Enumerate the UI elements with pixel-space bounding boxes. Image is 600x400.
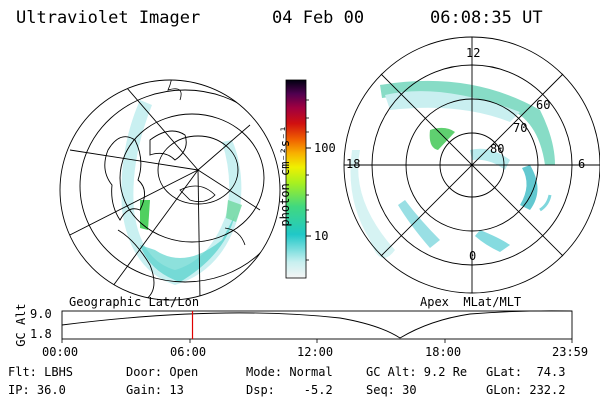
app-title: Ultraviolet Imager [16,8,201,28]
mlt-label-18: 18 [346,157,361,171]
status-mode: Mode: Normal [246,365,333,379]
timeline-xtick-1200: 12:00 [297,345,334,359]
status-gc-alt: GC Alt: 9.2 Re [366,365,468,379]
mlat-label-70: 70 [513,121,528,135]
image-time: 06:08:35 UT [430,8,543,28]
timeline-ytick-max: 9.0 [30,307,52,321]
timeline-xtick-2359: 23:59 [552,345,589,359]
right-panel-caption: Apex MLat/MLT [420,295,522,309]
geographic-map [59,79,281,301]
image-date: 04 Feb 00 [272,8,365,28]
colorbar-tick-100: 100 [314,141,336,155]
mlt-label-12: 12 [466,46,481,60]
mlt-label-0: 0 [469,249,477,263]
timeline-xtick-0600: 06:00 [170,345,207,359]
status-door: Door: Open [126,365,199,379]
status-ip: IP: 36.0 [8,383,66,397]
status-seq: Seq: 30 [366,383,417,397]
timeline-xtick-1800: 18:00 [425,345,462,359]
status-glon: GLon: 232.2 [486,383,566,397]
status-dsp: Dsp: -5.2 [246,383,333,397]
colorbar-unit-label: photon cm⁻²s⁻¹ [278,125,292,227]
timeline-xtick-0000: 00:00 [42,345,79,359]
status-filter: Flt: LBHS [8,365,74,379]
colorbar-tick-10: 10 [314,229,329,243]
status-gain: Gain: 13 [126,383,184,397]
status-glat: GLat: 74.3 [486,365,566,379]
mlt-label-6: 6 [578,157,586,171]
mlat-label-60: 60 [536,98,551,112]
mlat-label-80: 80 [490,142,505,156]
gc-altitude-plot [61,310,573,343]
polar-map [343,36,600,294]
left-panel-caption: Geographic Lat/Lon [69,295,200,309]
color-scale-bar [285,79,311,279]
timeline-axis-title: GC Alt [14,303,28,347]
timeline-ytick-min: 1.8 [30,327,52,341]
